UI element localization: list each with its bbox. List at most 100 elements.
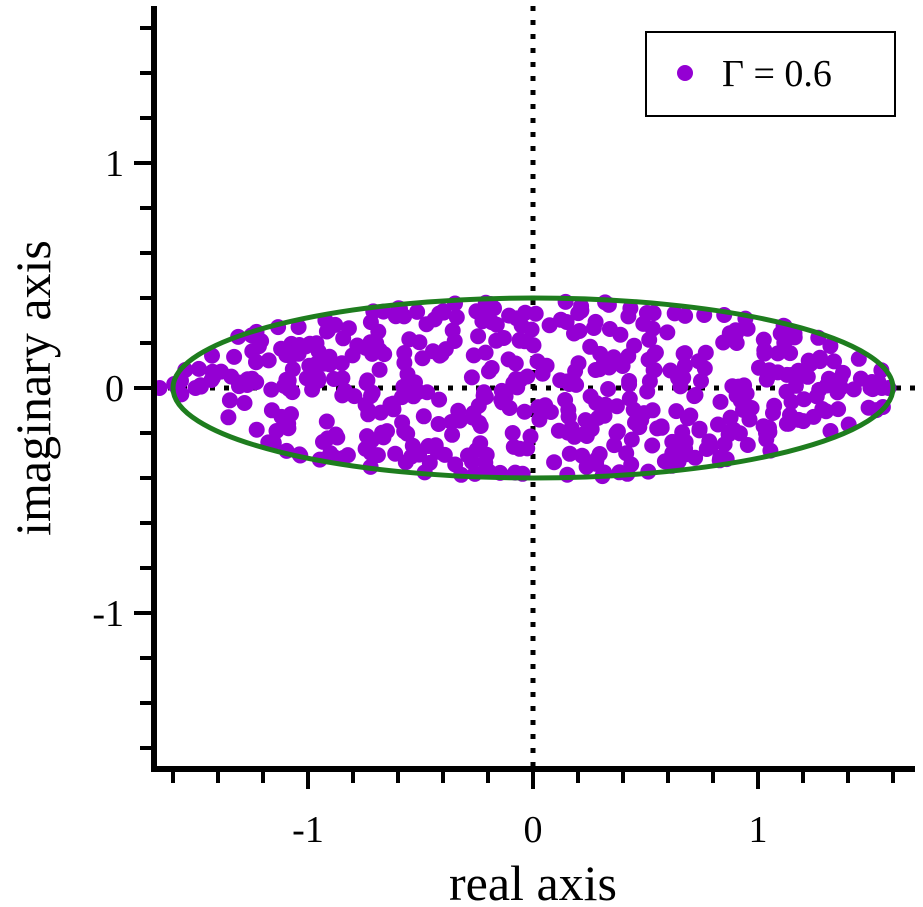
data-point bbox=[364, 345, 381, 362]
data-point bbox=[248, 354, 265, 371]
data-point bbox=[481, 363, 497, 380]
data-point bbox=[779, 366, 795, 383]
data-point bbox=[783, 393, 800, 410]
data-point bbox=[404, 437, 421, 454]
data-point bbox=[363, 432, 380, 449]
data-point bbox=[677, 440, 694, 457]
x-tick-label: 0 bbox=[524, 809, 543, 851]
data-point bbox=[420, 438, 437, 454]
data-point bbox=[435, 303, 452, 320]
data-point bbox=[600, 381, 617, 397]
data-point bbox=[472, 435, 489, 452]
legend-label: Γ = 0.6 bbox=[722, 53, 832, 95]
data-point bbox=[531, 411, 548, 428]
data-point bbox=[505, 438, 522, 455]
data-point bbox=[710, 416, 726, 433]
data-point bbox=[387, 308, 404, 325]
data-point bbox=[622, 300, 639, 317]
data-point bbox=[226, 348, 243, 365]
data-point bbox=[431, 391, 448, 408]
data-point bbox=[566, 325, 582, 342]
data-point bbox=[808, 388, 825, 405]
data-point bbox=[605, 349, 622, 366]
data-point bbox=[820, 370, 837, 387]
data-point bbox=[674, 424, 691, 441]
data-points bbox=[151, 293, 897, 485]
data-point bbox=[645, 305, 662, 322]
data-point bbox=[664, 445, 681, 462]
data-point bbox=[561, 445, 578, 462]
data-point bbox=[399, 425, 416, 442]
data-point bbox=[609, 423, 626, 440]
data-point bbox=[444, 322, 461, 339]
data-point bbox=[318, 323, 335, 340]
data-point bbox=[318, 413, 335, 430]
y-tick-label: 1 bbox=[105, 143, 124, 185]
y-axis-title: imaginary axis bbox=[5, 240, 61, 536]
data-point bbox=[769, 345, 786, 362]
data-point bbox=[530, 399, 547, 416]
data-point bbox=[415, 408, 432, 425]
x-tick-label: -1 bbox=[292, 809, 324, 851]
data-point bbox=[802, 355, 819, 372]
data-point bbox=[409, 303, 426, 320]
data-point bbox=[641, 373, 658, 390]
data-point bbox=[805, 408, 822, 425]
data-point bbox=[592, 345, 609, 362]
data-point bbox=[263, 381, 280, 398]
ellipse-boundary-group bbox=[170, 295, 896, 481]
data-point bbox=[421, 454, 438, 471]
data-point bbox=[570, 305, 587, 322]
data-point bbox=[443, 414, 460, 430]
data-point bbox=[371, 361, 388, 378]
data-point bbox=[283, 347, 300, 364]
data-point bbox=[722, 409, 739, 426]
data-point bbox=[372, 404, 389, 421]
data-point bbox=[712, 393, 729, 410]
data-point bbox=[204, 363, 221, 380]
data-point bbox=[507, 355, 524, 372]
data-point bbox=[310, 343, 327, 360]
data-point bbox=[401, 331, 418, 348]
data-point bbox=[527, 305, 544, 322]
data-point bbox=[577, 412, 594, 429]
data-point bbox=[541, 317, 558, 334]
data-point bbox=[832, 379, 849, 396]
data-point bbox=[668, 403, 685, 420]
data-point bbox=[516, 333, 533, 350]
data-point bbox=[301, 357, 318, 374]
data-point bbox=[463, 369, 480, 386]
data-point bbox=[644, 402, 661, 419]
data-point bbox=[666, 305, 683, 322]
data-point bbox=[558, 314, 575, 330]
data-point bbox=[404, 385, 421, 402]
data-point bbox=[488, 316, 505, 333]
data-point bbox=[362, 445, 379, 461]
data-point bbox=[761, 362, 778, 379]
legend: Γ = 0.6 bbox=[645, 31, 896, 117]
data-point bbox=[507, 371, 524, 387]
tick-labels: -1 0 1 -1 0 1 bbox=[92, 143, 767, 851]
data-point bbox=[448, 309, 465, 326]
data-point bbox=[418, 316, 435, 333]
data-point bbox=[687, 387, 704, 403]
data-point bbox=[739, 437, 756, 453]
data-point bbox=[570, 355, 587, 372]
data-point bbox=[691, 420, 708, 437]
data-point bbox=[297, 338, 314, 355]
data-point bbox=[379, 423, 395, 440]
data-point bbox=[693, 373, 709, 389]
data-point bbox=[664, 433, 681, 450]
data-point bbox=[477, 344, 494, 361]
data-point bbox=[192, 378, 209, 395]
ellipse-boundary bbox=[170, 295, 896, 481]
data-point bbox=[822, 338, 839, 354]
data-point bbox=[236, 395, 253, 411]
data-point bbox=[414, 350, 431, 367]
data-point bbox=[621, 376, 638, 393]
data-point bbox=[756, 345, 773, 362]
data-point bbox=[280, 415, 297, 432]
data-point bbox=[260, 352, 277, 369]
data-point bbox=[559, 466, 576, 483]
y-tick-label: 0 bbox=[105, 368, 124, 410]
